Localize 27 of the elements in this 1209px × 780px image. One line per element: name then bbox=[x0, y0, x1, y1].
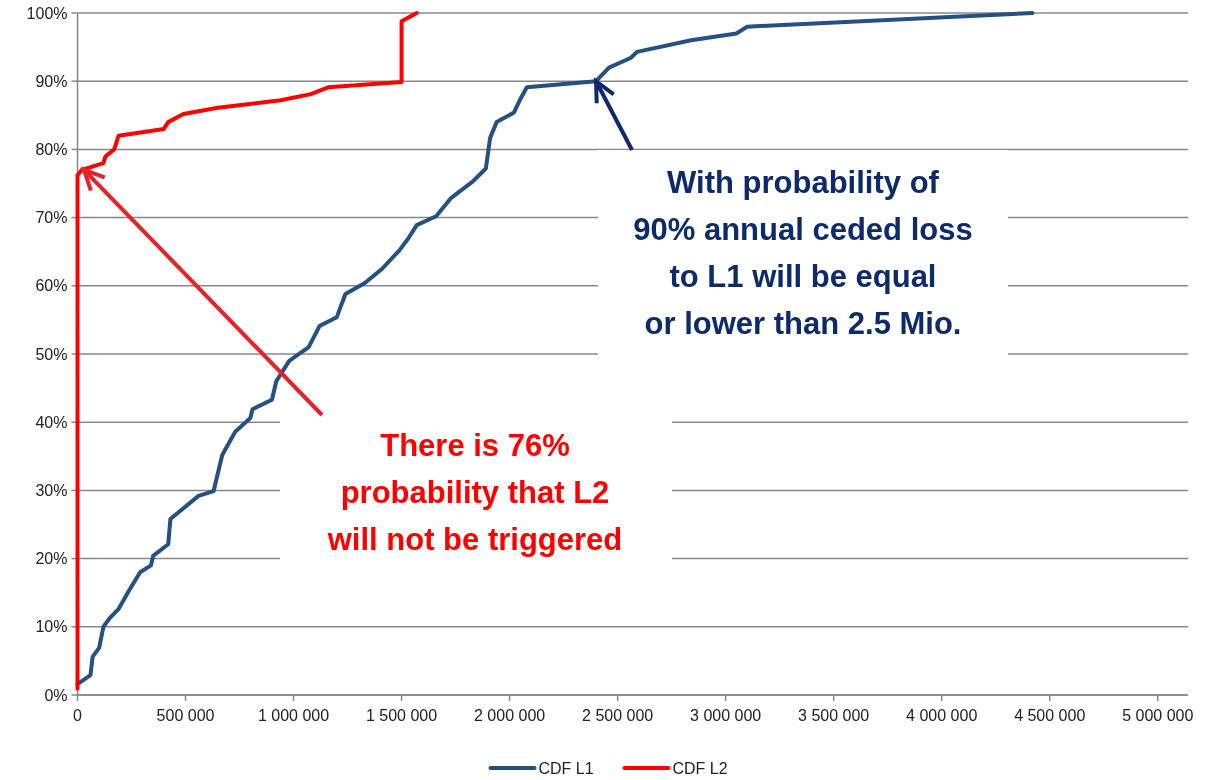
y-tick-label: 20% bbox=[35, 550, 68, 568]
x-tick-label: 3 500 000 bbox=[798, 707, 870, 724]
y-tick-label: 10% bbox=[35, 618, 68, 636]
y-tick-label: 60% bbox=[35, 277, 68, 295]
y-tick-label: 30% bbox=[35, 482, 68, 499]
line-series bbox=[75, 11, 1035, 687]
x-tick-label: 2 000 000 bbox=[474, 707, 546, 724]
x-tick-label: 4 500 000 bbox=[1014, 707, 1086, 724]
x-tick-label: 3 000 000 bbox=[690, 707, 762, 724]
x-tick-label: 5 000 000 bbox=[1122, 707, 1194, 724]
x-tick-label: 500 000 bbox=[156, 707, 215, 724]
annotation: With probability of 90% annual ceded loss to L1 will be equal or lower than 2.5 Mio. bbox=[633, 165, 973, 341]
y-tick-label: 0% bbox=[44, 686, 68, 704]
x-tick-label: 4 000 000 bbox=[906, 707, 978, 724]
y-tick-label: 40% bbox=[35, 413, 68, 431]
legend-label: CDF L2 bbox=[672, 759, 728, 777]
x-tick-label: 1 500 000 bbox=[365, 707, 438, 724]
y-tick-label: 90% bbox=[35, 72, 68, 90]
x-tick-label: 1 000 000 bbox=[257, 707, 330, 724]
annotation: There is 76% probability that L2 will not be triggered bbox=[326, 428, 623, 557]
legend-label: CDF L1 bbox=[538, 759, 594, 777]
x-tick-label: 2 500 000 bbox=[582, 707, 654, 724]
y-tick-label: 100% bbox=[26, 4, 68, 22]
y-tick-label: 80% bbox=[35, 141, 68, 158]
y-tick-label: 70% bbox=[35, 209, 68, 227]
y-tick-label: 50% bbox=[35, 345, 68, 363]
x-tick-label: 0 bbox=[73, 707, 83, 724]
